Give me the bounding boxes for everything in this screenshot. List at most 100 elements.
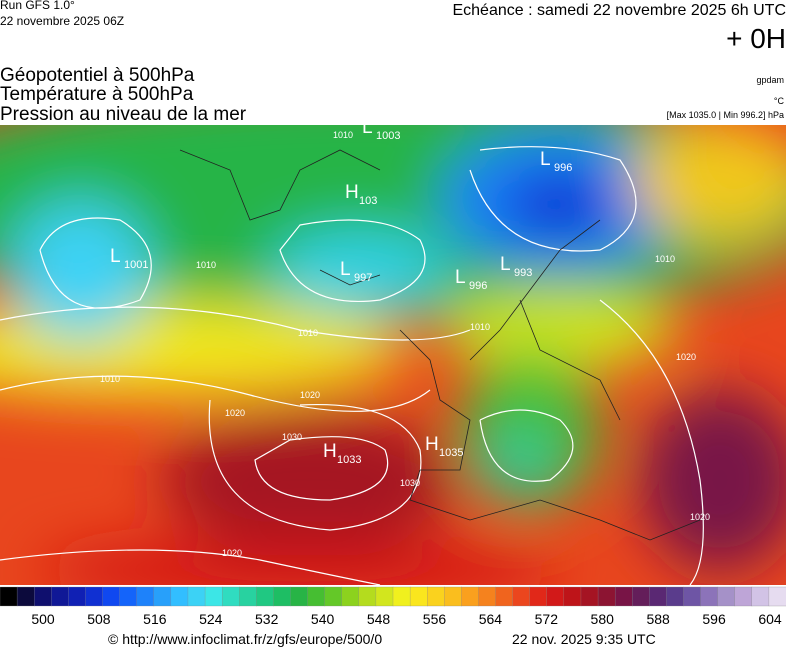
colorbar-swatch bbox=[0, 586, 18, 607]
colorbar-tick-label: 516 bbox=[143, 611, 167, 627]
colorbar-tick-label: 540 bbox=[311, 611, 335, 627]
forecast-time: Echéance : samedi 22 novembre 2025 6h UT… bbox=[452, 2, 786, 19]
colorbar-tick-label: 572 bbox=[535, 611, 559, 627]
isobar-label: 1010 bbox=[196, 260, 216, 270]
colorbar-swatch bbox=[666, 586, 684, 607]
colorbar-swatch bbox=[649, 586, 667, 607]
colorbar-tick-label: 556 bbox=[423, 611, 447, 627]
colorbar-swatch bbox=[546, 586, 565, 607]
pressure-kind: H bbox=[323, 441, 337, 462]
lead-time: + 0H bbox=[726, 23, 786, 54]
unit-temperature: °C bbox=[774, 96, 785, 106]
colorbar-swatch bbox=[239, 586, 257, 607]
isobar-label: 1020 bbox=[222, 548, 242, 558]
isobar-label: 1030 bbox=[400, 478, 420, 488]
colorbar-swatch bbox=[461, 586, 479, 607]
colorbar-swatch bbox=[409, 586, 428, 607]
colorbar-swatch bbox=[683, 586, 702, 607]
colorbar-swatch bbox=[187, 586, 206, 607]
title-geopotential: Géopotentiel à 500hPa bbox=[0, 65, 195, 86]
pressure-value: 1001 bbox=[124, 259, 148, 271]
colorbar-swatch bbox=[341, 586, 360, 607]
pressure-value: 1033 bbox=[337, 454, 361, 466]
pressure-value: 103 bbox=[359, 195, 377, 207]
colorbar-swatch bbox=[221, 586, 240, 607]
colorbar-tick-label: 564 bbox=[479, 611, 503, 627]
colorbar-swatch bbox=[734, 586, 753, 607]
colorbar-swatch bbox=[68, 586, 86, 607]
colorbar-swatch bbox=[597, 586, 616, 607]
colorbar: 500 508 516 524 532 540 548 556 564 572 580 588 596 6… bbox=[0, 586, 786, 627]
title-pressure: Pression au niveau de la mer bbox=[0, 104, 247, 125]
colorbar-swatch bbox=[478, 586, 496, 607]
colorbar-swatch bbox=[392, 586, 411, 607]
isobar-label: 1020 bbox=[676, 352, 696, 362]
pressure-kind: L bbox=[455, 267, 466, 288]
colorbar-swatch bbox=[700, 586, 719, 607]
run-label: Run GFS 1.0° bbox=[0, 0, 75, 12]
colorbar-swatch bbox=[614, 586, 633, 607]
run-date: 22 novembre 2025 06Z bbox=[0, 14, 124, 28]
colorbar-swatch bbox=[153, 586, 172, 607]
isobar-label: 1010 bbox=[298, 328, 318, 338]
unit-geopotential: gpdam bbox=[756, 75, 784, 85]
isobar-label: 1020 bbox=[690, 512, 710, 522]
colorbar-tick-label: 532 bbox=[255, 611, 279, 627]
colorbar-swatch bbox=[512, 586, 531, 607]
colorbar-swatch bbox=[427, 586, 445, 607]
colorbar-swatch bbox=[119, 586, 138, 607]
colorbar-swatch bbox=[16, 586, 35, 607]
colorbar-swatch bbox=[102, 586, 121, 607]
colorbar-swatch bbox=[324, 586, 343, 607]
colorbar-swatch bbox=[768, 586, 786, 607]
colorbar-tick-label: 580 bbox=[591, 611, 615, 627]
colorbar-swatch bbox=[85, 586, 103, 607]
colorbar-tick-label: 500 bbox=[31, 611, 55, 627]
colorbar-tick-label: 508 bbox=[87, 611, 111, 627]
colorbar-swatch bbox=[563, 586, 582, 607]
colorbar-swatch bbox=[34, 586, 52, 607]
pressure-value: 993 bbox=[514, 267, 532, 279]
colorbar-swatch bbox=[51, 586, 69, 607]
pressure-kind: L bbox=[362, 117, 373, 138]
timestamp: 22 nov. 2025 9:35 UTC bbox=[512, 631, 656, 647]
pressure-value: 1035 bbox=[439, 447, 463, 459]
colorbar-swatch bbox=[307, 586, 326, 607]
pressure-kind: H bbox=[425, 434, 439, 455]
isobar-label: 1020 bbox=[225, 408, 245, 418]
colorbar-swatch bbox=[273, 586, 291, 607]
title-temperature: Température à 500hPa bbox=[0, 84, 194, 105]
pressure-range: [Max 1035.0 | Min 996.2] hPa bbox=[667, 110, 784, 120]
colorbar-swatch bbox=[580, 586, 599, 607]
pressure-value: 996 bbox=[554, 162, 572, 174]
pressure-value: 996 bbox=[469, 280, 487, 292]
colorbar-tick-label: 524 bbox=[199, 611, 223, 627]
colorbar-swatch bbox=[256, 586, 274, 607]
colorbar-swatch bbox=[204, 586, 223, 607]
pressure-kind: L bbox=[500, 254, 511, 275]
colorbar-swatch bbox=[751, 586, 770, 607]
isobar-label: 1020 bbox=[300, 390, 320, 400]
colorbar-tick-label: 604 bbox=[758, 611, 782, 627]
colorbar-swatch bbox=[375, 586, 394, 607]
pressure-kind: L bbox=[110, 246, 121, 267]
pressure-value: 1003 bbox=[376, 130, 400, 142]
colorbar-swatch bbox=[495, 586, 514, 607]
isobar-label: 1010 bbox=[333, 130, 353, 140]
isobar-label: 1010 bbox=[100, 374, 120, 384]
colorbar-swatch bbox=[529, 586, 548, 607]
colorbar-tick-label: 548 bbox=[367, 611, 391, 627]
colorbar-swatch bbox=[632, 586, 650, 607]
pressure-value: 997 bbox=[354, 272, 372, 284]
isobar-label: 1030 bbox=[282, 432, 302, 442]
isobar-label: 1010 bbox=[470, 322, 490, 332]
colorbar-tick-label: 588 bbox=[646, 611, 670, 627]
colorbar-swatch bbox=[136, 586, 155, 607]
pressure-kind: H bbox=[345, 182, 359, 203]
colorbar-tick-label: 596 bbox=[702, 611, 726, 627]
pressure-kind: L bbox=[340, 259, 351, 280]
colorbar-swatch bbox=[170, 586, 189, 607]
pressure-kind: L bbox=[540, 149, 551, 170]
colorbar-swatch bbox=[444, 586, 462, 607]
